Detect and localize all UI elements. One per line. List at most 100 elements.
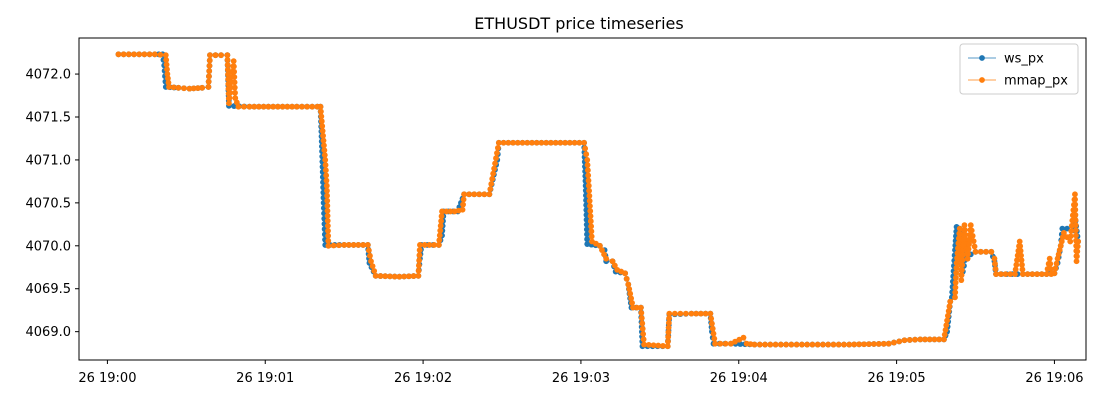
data-point-mmap_px (274, 103, 281, 110)
data-point-mmap_px (466, 191, 473, 198)
data-point-mmap_px (1072, 196, 1078, 203)
data-point-mmap_px (426, 242, 433, 248)
data-point-mmap_px (1072, 201, 1079, 208)
data-point-mmap_px (851, 341, 858, 348)
data-point-mmap_px (115, 51, 122, 58)
data-point-mmap_px (947, 298, 954, 305)
data-point-mmap_px (1012, 271, 1018, 278)
data-point-mmap_px (270, 103, 277, 110)
data-point-mmap_px (582, 145, 589, 152)
data-point-ws_px (737, 341, 744, 347)
data-point-mmap_px (830, 341, 837, 348)
data-point-mmap_px (162, 52, 169, 59)
data-point-mmap_px (120, 51, 127, 58)
data-point-mmap_px (415, 262, 422, 269)
data-point-mmap_px (346, 242, 352, 248)
data-point-mmap_px (599, 247, 605, 253)
data-point-mmap_px (415, 272, 422, 279)
data-point-mmap_px (226, 95, 233, 101)
series-mmap_px (115, 51, 1082, 350)
data-point-mmap_px (1017, 243, 1024, 250)
data-point-mmap_px (324, 192, 330, 199)
data-point-mmap_px (946, 303, 953, 310)
data-point-mmap_px (1016, 238, 1023, 245)
series-line-ws_px (118, 53, 1079, 347)
data-point-mmap_px (1053, 260, 1060, 267)
series-ws_px (115, 51, 1082, 350)
data-point-mmap_px (382, 273, 389, 280)
data-point-mmap_px (1061, 230, 1067, 236)
data-point-mmap_px (318, 113, 325, 120)
data-point-mmap_px (324, 197, 331, 204)
data-point-mmap_px (751, 341, 758, 348)
data-point-mmap_px (151, 51, 158, 58)
data-point-mmap_px (965, 246, 972, 253)
data-point-mmap_px (871, 341, 877, 347)
data-point-mmap_px (639, 320, 646, 327)
data-point-mmap_px (289, 103, 295, 110)
data-point-mmap_px (901, 337, 908, 344)
y-tick-label: 4072.0 (26, 68, 72, 83)
data-point-mmap_px (325, 242, 332, 249)
data-point-mmap_px (538, 139, 545, 146)
data-point-mmap_px (1007, 271, 1014, 278)
data-point-mmap_px (959, 257, 966, 264)
data-point-mmap_px (587, 203, 593, 209)
data-point-mmap_px (495, 139, 502, 146)
data-point-mmap_px (1002, 271, 1009, 278)
data-point-mmap_px (175, 84, 182, 91)
data-point-mmap_px (322, 162, 329, 168)
data-point-mmap_px (639, 325, 646, 332)
data-point-mmap_px (971, 243, 978, 250)
data-point-mmap_px (702, 310, 709, 317)
data-point-mmap_px (587, 213, 594, 220)
data-point-mmap_px (461, 191, 468, 198)
data-point-mmap_px (762, 341, 768, 348)
data-point-mmap_px (952, 279, 959, 286)
data-point-mmap_px (396, 273, 403, 280)
data-point-mmap_px (997, 271, 1004, 278)
data-point-mmap_px (1067, 238, 1074, 245)
data-point-mmap_px (232, 89, 238, 96)
data-point-mmap_px (825, 341, 832, 348)
data-point-mmap_px (628, 295, 635, 302)
data-point-mmap_px (966, 241, 972, 248)
data-point-mmap_px (322, 157, 329, 163)
data-point-mmap_px (416, 252, 423, 259)
data-point-mmap_px (666, 315, 672, 322)
data-point-mmap_px (460, 201, 466, 208)
x-tick-label: 26 19:03 (552, 371, 610, 386)
data-point-mmap_px (693, 310, 700, 317)
data-point-mmap_px (665, 334, 672, 340)
data-point-mmap_px (992, 266, 999, 272)
data-point-mmap_px (231, 74, 238, 80)
data-point-mmap_px (416, 257, 423, 264)
data-point-mmap_px (489, 175, 496, 182)
data-point-mmap_px (360, 242, 367, 248)
y-tick-label: 4071.0 (26, 153, 72, 168)
data-point-mmap_px (437, 222, 444, 229)
series-layer (115, 51, 1082, 350)
data-point-mmap_px (1051, 270, 1058, 277)
data-point-mmap_px (926, 336, 933, 343)
data-point-mmap_px (231, 63, 237, 70)
data-point-mmap_px (666, 310, 673, 317)
data-point-mmap_px (1017, 247, 1024, 254)
data-point-mmap_px (856, 341, 863, 348)
data-point-mmap_px (677, 310, 684, 317)
data-point-mmap_px (341, 242, 348, 248)
data-point-ws_px (584, 236, 590, 243)
data-point-mmap_px (587, 218, 594, 225)
data-point-mmap_px (875, 341, 882, 347)
legend-marker (979, 77, 985, 83)
data-point-mmap_px (552, 139, 559, 146)
data-point-mmap_px (1068, 228, 1075, 234)
data-point-mmap_px (1043, 271, 1050, 278)
data-point-mmap_px (372, 272, 379, 279)
data-point-mmap_px (230, 58, 237, 65)
data-point-mmap_px (709, 320, 715, 327)
data-point-ws_px (583, 221, 590, 228)
data-point-mmap_px (1074, 253, 1080, 260)
data-point-mmap_px (756, 341, 763, 348)
data-point-mmap_px (364, 242, 371, 248)
